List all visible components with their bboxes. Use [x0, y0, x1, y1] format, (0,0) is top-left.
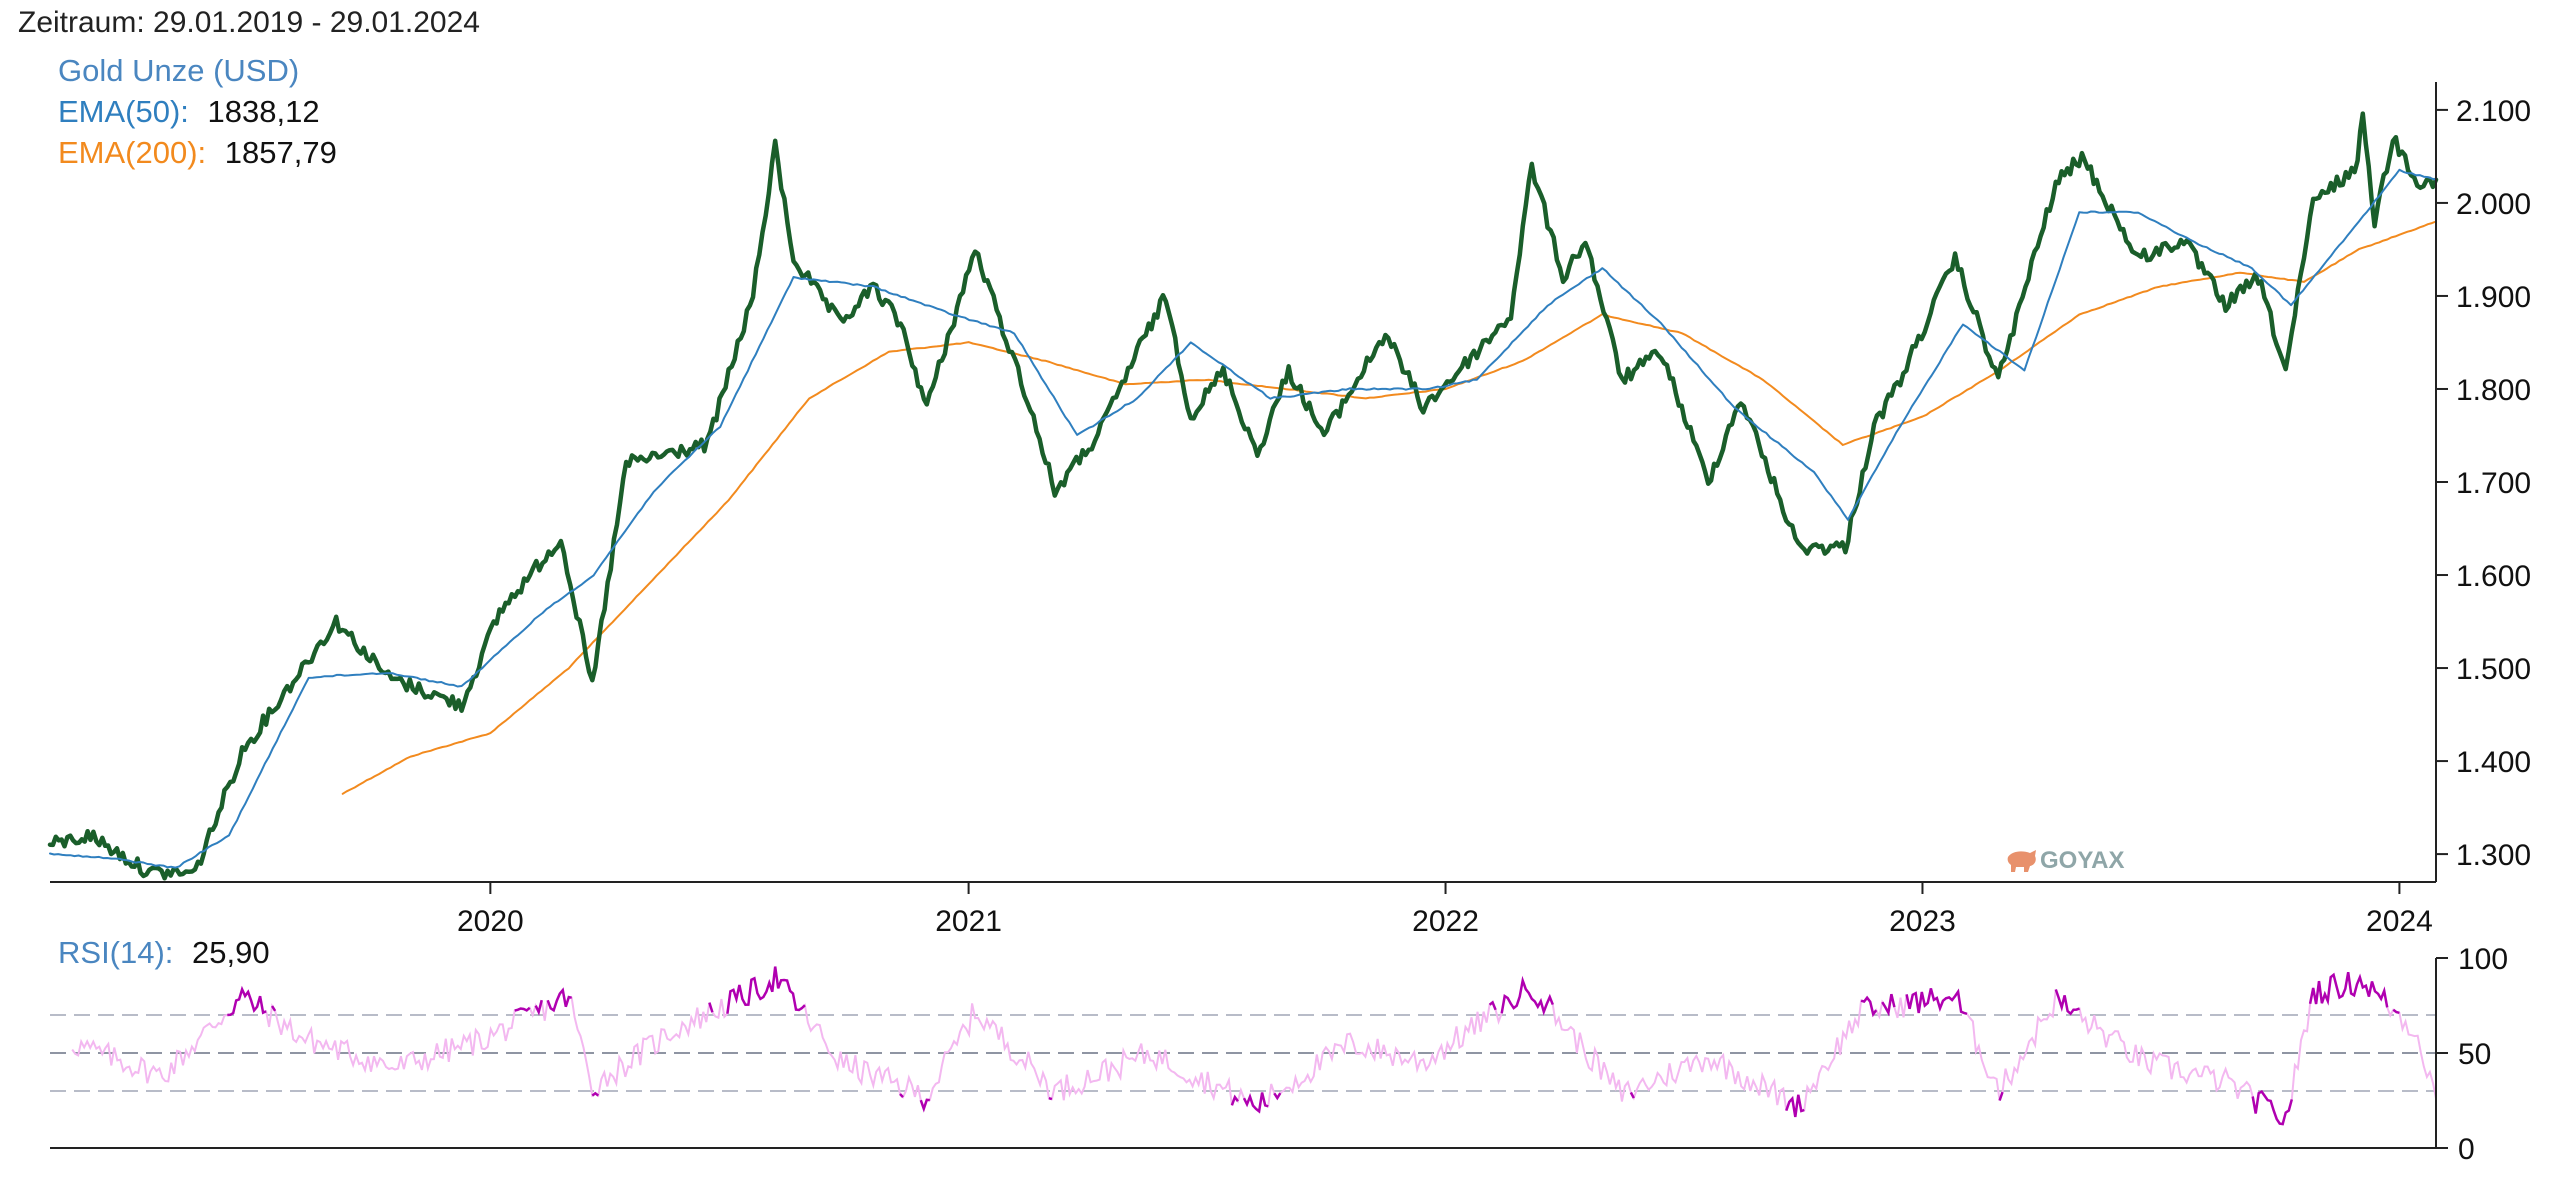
rsi-extreme-segment: [271, 1005, 277, 1012]
x-tick-label: 2022: [1412, 905, 1479, 938]
legend-title: Gold Unze (USD): [58, 53, 299, 88]
y-tick-label: 1.600: [2456, 560, 2531, 593]
rsi-y-tick-label: 100: [2458, 943, 2508, 976]
series-line-ema-200: [341, 220, 2437, 795]
legend-ema50: EMA(50): 1838,12: [58, 94, 320, 129]
rsi-series-group: [71, 966, 2437, 1126]
main-y-ticks: 1.300 1.400 1.500 1.600 1.700 1.800 1.900 2.000…: [2436, 95, 2531, 872]
rsi-extreme-segment: [1860, 995, 1878, 1018]
price-plot: 1.300 1.400 1.500 1.600 1.700 1.800 1.900 2.000…: [47, 82, 2531, 938]
rsi-extreme-segment: [1230, 1094, 1239, 1106]
legend-ema200-value: 1857,79: [225, 135, 337, 170]
x-tick-label: 2024: [2366, 905, 2433, 938]
rsi-y-ticks: 0 50 100: [2436, 943, 2508, 1166]
rsi-legend-value: 25,90: [192, 935, 270, 970]
rsi-extreme-segment: [227, 985, 267, 1017]
rsi-legend: RSI(14): 25,90: [58, 935, 270, 970]
rsi-extreme-segment: [546, 987, 572, 1013]
legend-ema50-label: EMA(50):: [58, 94, 189, 129]
legend-ema200: EMA(200): 1857,79: [58, 135, 337, 170]
y-tick-label: 1.400: [2456, 746, 2531, 779]
rsi-reference-lines: [50, 1014, 2436, 1092]
y-tick-label: 1.500: [2456, 653, 2531, 686]
rsi-extreme-segment: [2251, 1089, 2294, 1126]
y-tick-label: 1.900: [2456, 281, 2531, 314]
rsi-legend-label: RSI(14):: [58, 935, 173, 970]
rsi-extreme-segment: [1785, 1094, 1805, 1118]
rsi-extreme-segment: [726, 966, 806, 1014]
y-tick-label: 2.100: [2456, 95, 2531, 128]
y-tick-label: 1.800: [2456, 374, 2531, 407]
y-tick-label: 1.700: [2456, 467, 2531, 500]
price-series-group: [47, 111, 2439, 881]
x-tick-label: 2021: [935, 905, 1002, 938]
rsi-extreme-segment: [534, 999, 543, 1016]
rsi-extreme-segment: [1488, 1000, 1497, 1011]
y-tick-label: 1.300: [2456, 839, 2531, 872]
rsi-extreme-segment: [1905, 988, 1968, 1015]
bull-logo-icon: [2007, 850, 2036, 872]
watermark-text: GOYAX: [2040, 847, 2124, 874]
main-x-ticks: 2020 2021 2022 2023 2024: [457, 882, 2433, 938]
rsi-extreme-segment: [1242, 1092, 1269, 1114]
goyax-watermark: GOYAX: [2007, 847, 2124, 874]
rsi-plot: 0 50 100: [50, 943, 2508, 1166]
rsi-extreme-segment: [1998, 1091, 2004, 1101]
rsi-extreme-segment: [899, 1093, 904, 1098]
rsi-extreme-segment: [2308, 971, 2389, 1008]
rsi-extreme-segment: [1273, 1092, 1282, 1101]
legend-ema50-value: 1838,12: [208, 94, 320, 129]
x-tick-label: 2023: [1889, 905, 1956, 938]
rsi-extreme-segment: [2054, 989, 2080, 1016]
rsi-extreme-segment: [591, 1091, 600, 1097]
y-tick-label: 2.000: [2456, 188, 2531, 221]
series-line-gold-unze-usd: [47, 111, 2439, 881]
series-line-ema-50: [49, 168, 2437, 869]
rsi-extreme-segment: [514, 1006, 531, 1012]
x-tick-label: 2020: [457, 905, 524, 938]
rsi-extreme-segment: [1048, 1097, 1053, 1101]
rsi-extreme-segment: [919, 1098, 930, 1113]
rsi-extreme-segment: [708, 1002, 714, 1013]
series-line-rsi-14: [71, 966, 2437, 1126]
rsi-y-tick-label: 50: [2458, 1038, 2491, 1071]
rsi-extreme-segment: [1881, 993, 1896, 1017]
legend-ema200-label: EMA(200):: [58, 135, 206, 170]
rsi-extreme-segment: [1629, 1091, 1635, 1099]
rsi-extreme-segment: [1500, 975, 1554, 1016]
period-label: Zeitraum: 29.01.2019 - 29.01.2024: [18, 6, 480, 39]
rsi-y-tick-label: 0: [2458, 1133, 2475, 1166]
rsi-extreme-segment: [2392, 1008, 2400, 1015]
